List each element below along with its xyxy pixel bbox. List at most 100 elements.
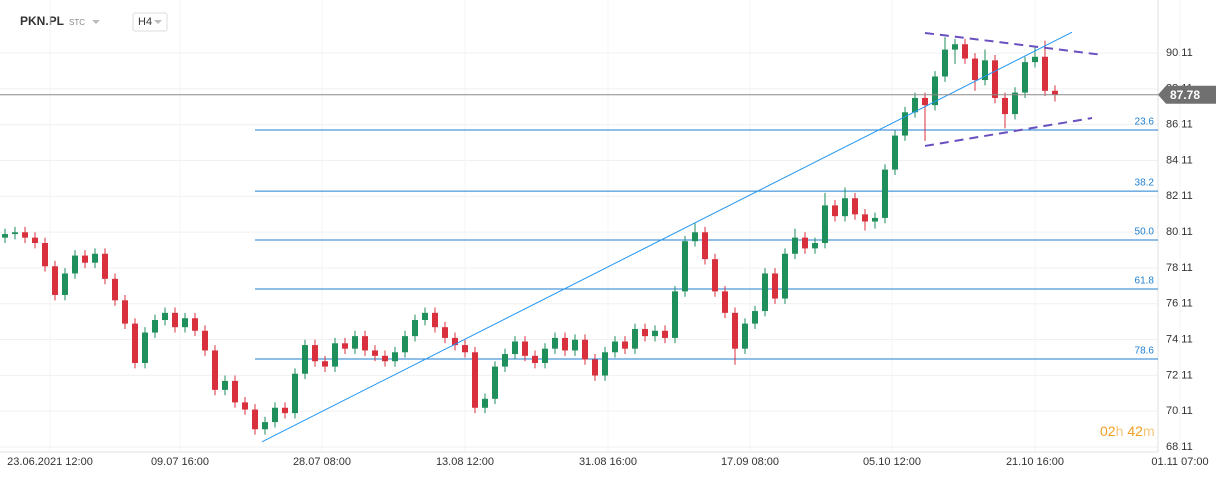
candle-body	[572, 339, 578, 351]
candle-body	[102, 253, 108, 279]
y-tick-label: 76.11	[1166, 298, 1193, 310]
candle-body	[312, 345, 318, 362]
price-tag	[1158, 85, 1216, 104]
candle-body	[222, 380, 228, 390]
candle-body	[502, 354, 508, 367]
candle-body	[612, 341, 618, 353]
candle-body	[202, 330, 208, 351]
dropdown-arrow[interactable]	[92, 20, 100, 24]
candle-body	[532, 355, 538, 363]
candle-body	[622, 341, 628, 349]
trend-line	[261, 31, 1073, 443]
candle-body	[852, 198, 858, 215]
candle-body	[422, 312, 428, 321]
candle-body	[802, 237, 808, 249]
badge: STC	[69, 18, 85, 27]
trend-line	[924, 117, 1093, 147]
candle-body	[862, 214, 868, 222]
x-tick-label: 01.11 07:00	[1151, 456, 1208, 468]
candle-body	[1042, 56, 1048, 91]
candle-body	[822, 205, 828, 244]
candle-body	[812, 243, 818, 249]
candle-body	[772, 273, 778, 299]
candle-body	[242, 402, 248, 410]
candle-body	[972, 58, 978, 81]
countdown-part: 42	[1127, 423, 1143, 439]
candle-body	[742, 323, 748, 349]
price-label: 87.78	[1170, 88, 1200, 102]
candle-body	[192, 318, 198, 331]
candle-body	[62, 273, 68, 295]
candle-body	[52, 266, 58, 295]
candle-body	[582, 339, 588, 360]
candle-body	[882, 169, 888, 218]
dropdown-arrow[interactable]	[154, 20, 162, 24]
candle-body	[112, 278, 118, 301]
candle-body	[172, 312, 178, 328]
candle-body	[132, 323, 138, 363]
interval-button[interactable]	[132, 12, 168, 32]
candle-body	[552, 337, 558, 349]
candle-body	[962, 44, 968, 59]
candle-body	[2, 234, 8, 238]
countdown-part: 02	[1100, 423, 1116, 439]
y-tick-label: 84.11	[1166, 154, 1193, 166]
candle-body	[942, 49, 948, 77]
interval[interactable]: H4	[138, 16, 152, 28]
candle-body	[272, 407, 278, 423]
candle-body	[992, 60, 998, 98]
candle-body	[492, 366, 498, 399]
symbol[interactable]: PKN.PL	[20, 14, 64, 28]
candle-body	[412, 320, 418, 337]
fib-label: 61.8	[1135, 276, 1155, 287]
candle-body	[642, 328, 648, 337]
candle-body	[382, 355, 388, 362]
candle-body	[182, 318, 188, 328]
y-tick-label: 68.11	[1166, 441, 1193, 453]
candle-body	[872, 217, 878, 222]
y-tick-label: 80.11	[1166, 226, 1193, 238]
candle-body	[322, 361, 328, 367]
candle-body	[282, 407, 288, 414]
candle-body	[672, 291, 678, 338]
candle-body	[1032, 56, 1038, 63]
y-tick-label: 82.11	[1166, 190, 1193, 202]
candle-body	[32, 237, 38, 244]
candle-body	[702, 232, 708, 260]
candle-body	[752, 311, 758, 324]
candle-body	[452, 337, 458, 346]
candle-body	[522, 341, 528, 356]
candle-body	[392, 352, 398, 362]
candle-body	[922, 97, 928, 106]
candle-body	[122, 300, 128, 324]
candle-body	[792, 237, 798, 254]
candle-body	[432, 312, 438, 328]
candle-body	[12, 232, 18, 235]
candle-body	[42, 243, 48, 267]
x-tick-label: 09.07 16:00	[151, 456, 209, 468]
candle-body	[402, 336, 408, 353]
candle-body	[82, 255, 88, 263]
candle-body	[292, 373, 298, 414]
candle-body	[912, 97, 918, 113]
candle-body	[362, 336, 368, 351]
candle-body	[842, 198, 848, 217]
fib-label: 23.6	[1135, 117, 1155, 128]
candle-body	[352, 336, 358, 349]
y-tick-label: 86.11	[1166, 119, 1193, 131]
fib-label: 50.0	[1135, 227, 1155, 238]
y-tick-label: 70.11	[1166, 405, 1193, 417]
countdown-part: m	[1143, 423, 1155, 439]
x-tick-label: 05.10 12:00	[863, 456, 921, 468]
candle-body	[262, 422, 268, 430]
candle-body	[482, 398, 488, 408]
candle-body	[952, 44, 958, 50]
candle-body	[692, 232, 698, 242]
candle-body	[342, 343, 348, 349]
toolbar: PKN.PL STC H4	[20, 12, 168, 32]
candle-body	[22, 232, 28, 238]
trend-line	[924, 31, 1104, 56]
candle-body	[252, 409, 258, 430]
candle-body	[152, 320, 158, 333]
candle-body	[662, 330, 668, 338]
